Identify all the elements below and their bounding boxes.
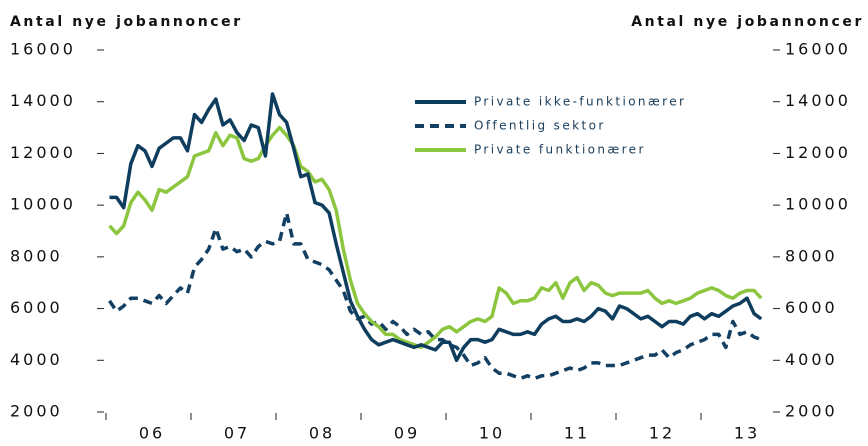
y2-tick-label: 2000 xyxy=(785,402,838,421)
legend-label: Offentlig sektor xyxy=(474,119,606,133)
y2-tick-label: 4000 xyxy=(785,350,838,369)
y2-tick-label: 6000 xyxy=(785,298,838,317)
y-tick-label: 14000 xyxy=(10,91,76,110)
x-tick-label: 07 xyxy=(224,424,250,443)
x-tick-label: 08 xyxy=(309,424,335,443)
y2-tick-label: 16000 xyxy=(785,40,851,59)
y-tick-label: 2000 xyxy=(10,402,63,421)
series-line xyxy=(108,211,762,381)
x-tick-label: 09 xyxy=(394,424,420,443)
y-tick-label: 16000 xyxy=(10,40,76,59)
y-tick-label: 8000 xyxy=(10,246,63,265)
y2-tick-label: 10000 xyxy=(785,195,851,214)
series-line xyxy=(109,92,763,363)
y-axis-title: Antal nye jobannoncer xyxy=(10,14,243,30)
x-tick-label: 11 xyxy=(564,424,590,443)
y2-tick-label: 8000 xyxy=(785,246,838,265)
x-tick-label: 10 xyxy=(479,424,505,443)
y-tick-label: 10000 xyxy=(10,195,76,214)
y2-axis-title: Antal nye jobannoncer xyxy=(631,14,864,30)
x-tick-label: 13 xyxy=(734,424,760,443)
series-line xyxy=(108,125,763,350)
legend-label: Private ikke-funktionærer xyxy=(474,95,686,109)
y-tick-label: 6000 xyxy=(10,298,63,317)
y2-tick-label: 12000 xyxy=(785,143,851,162)
y-tick-label: 12000 xyxy=(10,143,76,162)
x-tick-label: 06 xyxy=(139,424,165,443)
x-tick-label: 12 xyxy=(649,424,675,443)
y-tick-label: 4000 xyxy=(10,350,63,369)
legend-label: Private funktionærer xyxy=(474,143,646,157)
y2-tick-label: 14000 xyxy=(785,91,851,110)
